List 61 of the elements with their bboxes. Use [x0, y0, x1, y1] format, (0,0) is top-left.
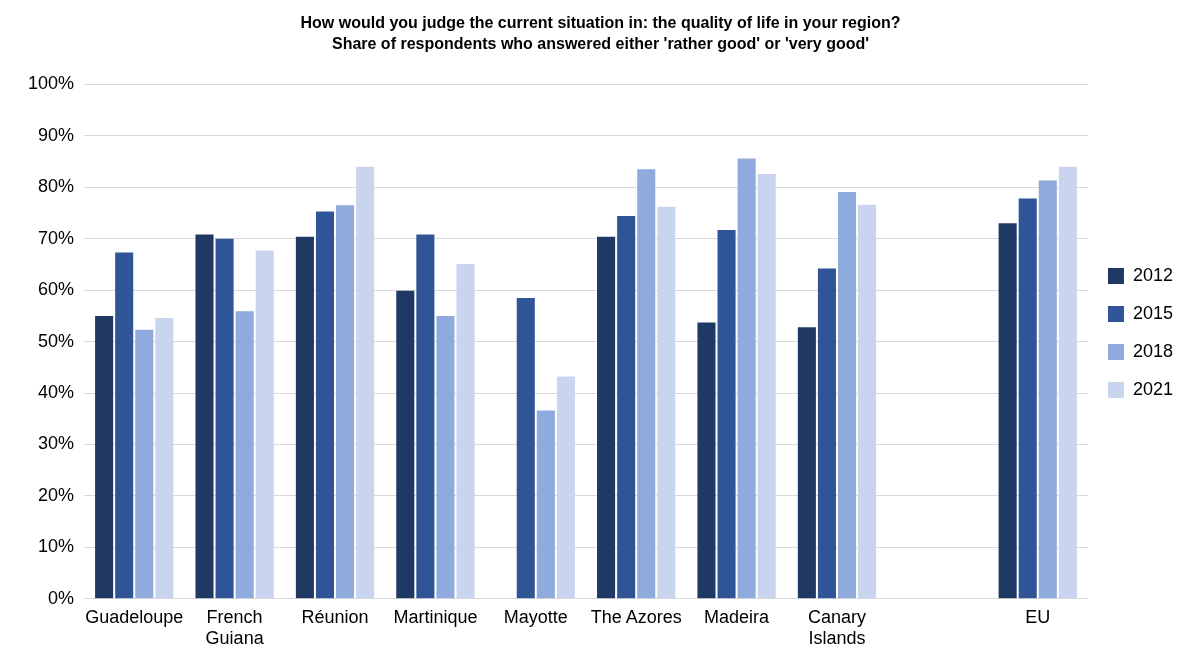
x-tick-label: Canary Islands — [807, 606, 866, 649]
x-tick-label: French Guiana — [205, 606, 265, 649]
bar — [516, 297, 535, 599]
x-tick-label: Mayotte — [503, 606, 568, 627]
bar — [757, 173, 776, 599]
bar — [1058, 166, 1077, 599]
y-tick-label: 70% — [38, 227, 75, 248]
bar — [858, 204, 877, 599]
bar — [456, 263, 475, 599]
bar — [215, 238, 234, 599]
bar — [617, 216, 636, 599]
bar — [315, 211, 335, 599]
bar — [556, 376, 575, 599]
bar — [235, 311, 254, 599]
bar — [717, 229, 736, 599]
x-tick-label: The Azores — [590, 606, 682, 627]
x-tick-label: Réunion — [301, 606, 369, 627]
y-tick-label: 90% — [38, 124, 75, 145]
x-tick-label: Martinique — [393, 606, 478, 627]
bar — [416, 234, 435, 599]
y-tick-label: 50% — [38, 330, 75, 351]
x-tick-label: Madeira — [704, 606, 771, 627]
bar — [436, 315, 455, 599]
y-tick-label: 20% — [38, 484, 75, 505]
bar — [356, 166, 375, 599]
y-tick-label: 10% — [38, 536, 75, 557]
bar — [396, 290, 415, 599]
legend-label: 2015 — [1132, 302, 1173, 323]
bar — [797, 327, 816, 599]
bar — [1018, 198, 1037, 599]
bar — [597, 236, 616, 599]
y-tick-label: 0% — [48, 587, 75, 608]
bar — [1038, 180, 1057, 599]
chart-title: How would you judge the current situation in: the quality of life in your region? — [300, 14, 901, 32]
bar — [155, 317, 174, 599]
bar — [536, 410, 555, 599]
legend-label: 2012 — [1132, 264, 1173, 285]
x-tick-label: EU — [1025, 606, 1051, 627]
bar — [95, 315, 114, 599]
bar — [195, 234, 214, 599]
y-tick-label: 40% — [38, 382, 75, 403]
bar — [657, 206, 676, 599]
bar — [737, 158, 756, 599]
chart-subtitle: Share of respondents who answered either 'rather good' or 'very good' — [331, 35, 870, 53]
y-tick-label: 80% — [38, 176, 75, 197]
bar — [115, 252, 134, 599]
bar — [336, 205, 355, 599]
x-tick-label: Guadeloupe — [85, 606, 184, 627]
bar — [255, 250, 274, 599]
bar — [637, 169, 656, 599]
bar — [998, 223, 1017, 599]
y-tick-label: 60% — [38, 279, 75, 300]
y-tick-label: 100% — [27, 73, 75, 94]
bar — [817, 268, 836, 599]
bar — [135, 329, 154, 599]
legend-label: 2021 — [1132, 378, 1173, 399]
bar — [837, 191, 857, 599]
y-tick-label: 30% — [38, 433, 75, 454]
legend-label: 2018 — [1132, 340, 1173, 361]
bar — [697, 322, 716, 599]
bar — [295, 236, 314, 599]
